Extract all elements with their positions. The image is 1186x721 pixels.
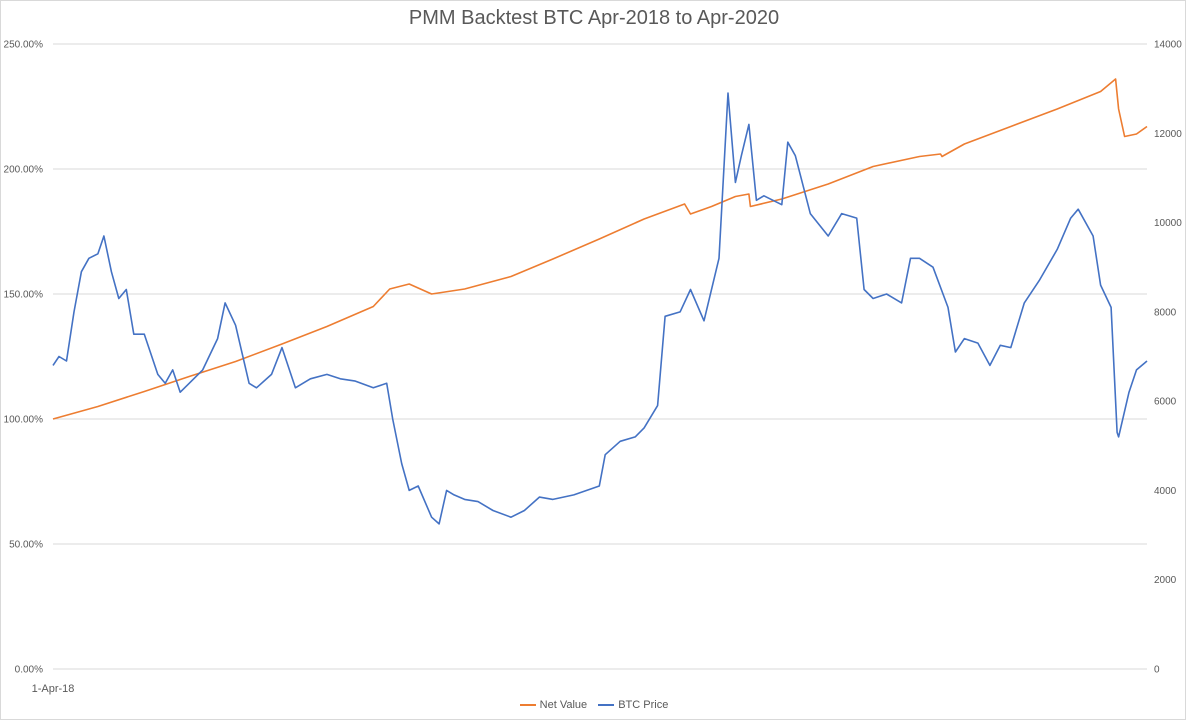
x-axis-category-label: 1-Apr-18 [32, 683, 75, 695]
legend-label-btc-price: BTC Price [618, 699, 669, 711]
legend: Net Value BTC Price [1, 699, 1186, 711]
series-layer [52, 78, 1148, 525]
legend-swatch-net-value [519, 704, 536, 707]
right-tick-label: 12000 [1154, 129, 1182, 140]
left-tick-label: 200.00% [4, 165, 44, 176]
left-tick-label: 250.00% [4, 40, 44, 51]
right-tick-label: 6000 [1154, 397, 1177, 408]
left-tick-label: 50.00% [9, 540, 43, 551]
series-line-btc-price [52, 92, 1148, 525]
right-tick-label: 10000 [1154, 218, 1182, 229]
left-tick-label: 150.00% [4, 290, 44, 301]
left-axis-ticks: 0.00% 50.00% 100.00% 150.00% 200.00% 250.00% [4, 40, 44, 676]
series-line-net-value [52, 78, 1148, 420]
legend-item-btc-price[interactable]: BTC Price [598, 699, 668, 711]
right-tick-label: 2000 [1154, 575, 1177, 586]
right-axis-ticks: 0 2000 4000 6000 8000 10000 12000 14000 [1154, 40, 1182, 676]
legend-label-net-value: Net Value [539, 699, 588, 711]
right-tick-label: 0 [1154, 665, 1160, 676]
left-tick-label: 100.00% [4, 415, 44, 426]
chart-title: PMM Backtest BTC Apr-2018 to Apr-2020 [408, 7, 780, 29]
legend-swatch-btc-price [598, 704, 615, 707]
right-tick-label: 14000 [1154, 40, 1182, 51]
legend-item-net-value[interactable]: Net Value [519, 699, 588, 711]
right-tick-label: 8000 [1154, 307, 1177, 318]
right-tick-label: 4000 [1154, 486, 1177, 497]
left-tick-label: 0.00% [15, 665, 43, 676]
